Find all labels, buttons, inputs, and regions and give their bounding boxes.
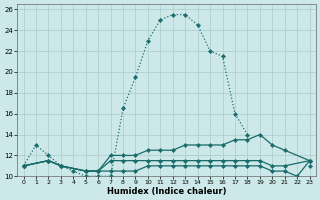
X-axis label: Humidex (Indice chaleur): Humidex (Indice chaleur) <box>107 187 226 196</box>
